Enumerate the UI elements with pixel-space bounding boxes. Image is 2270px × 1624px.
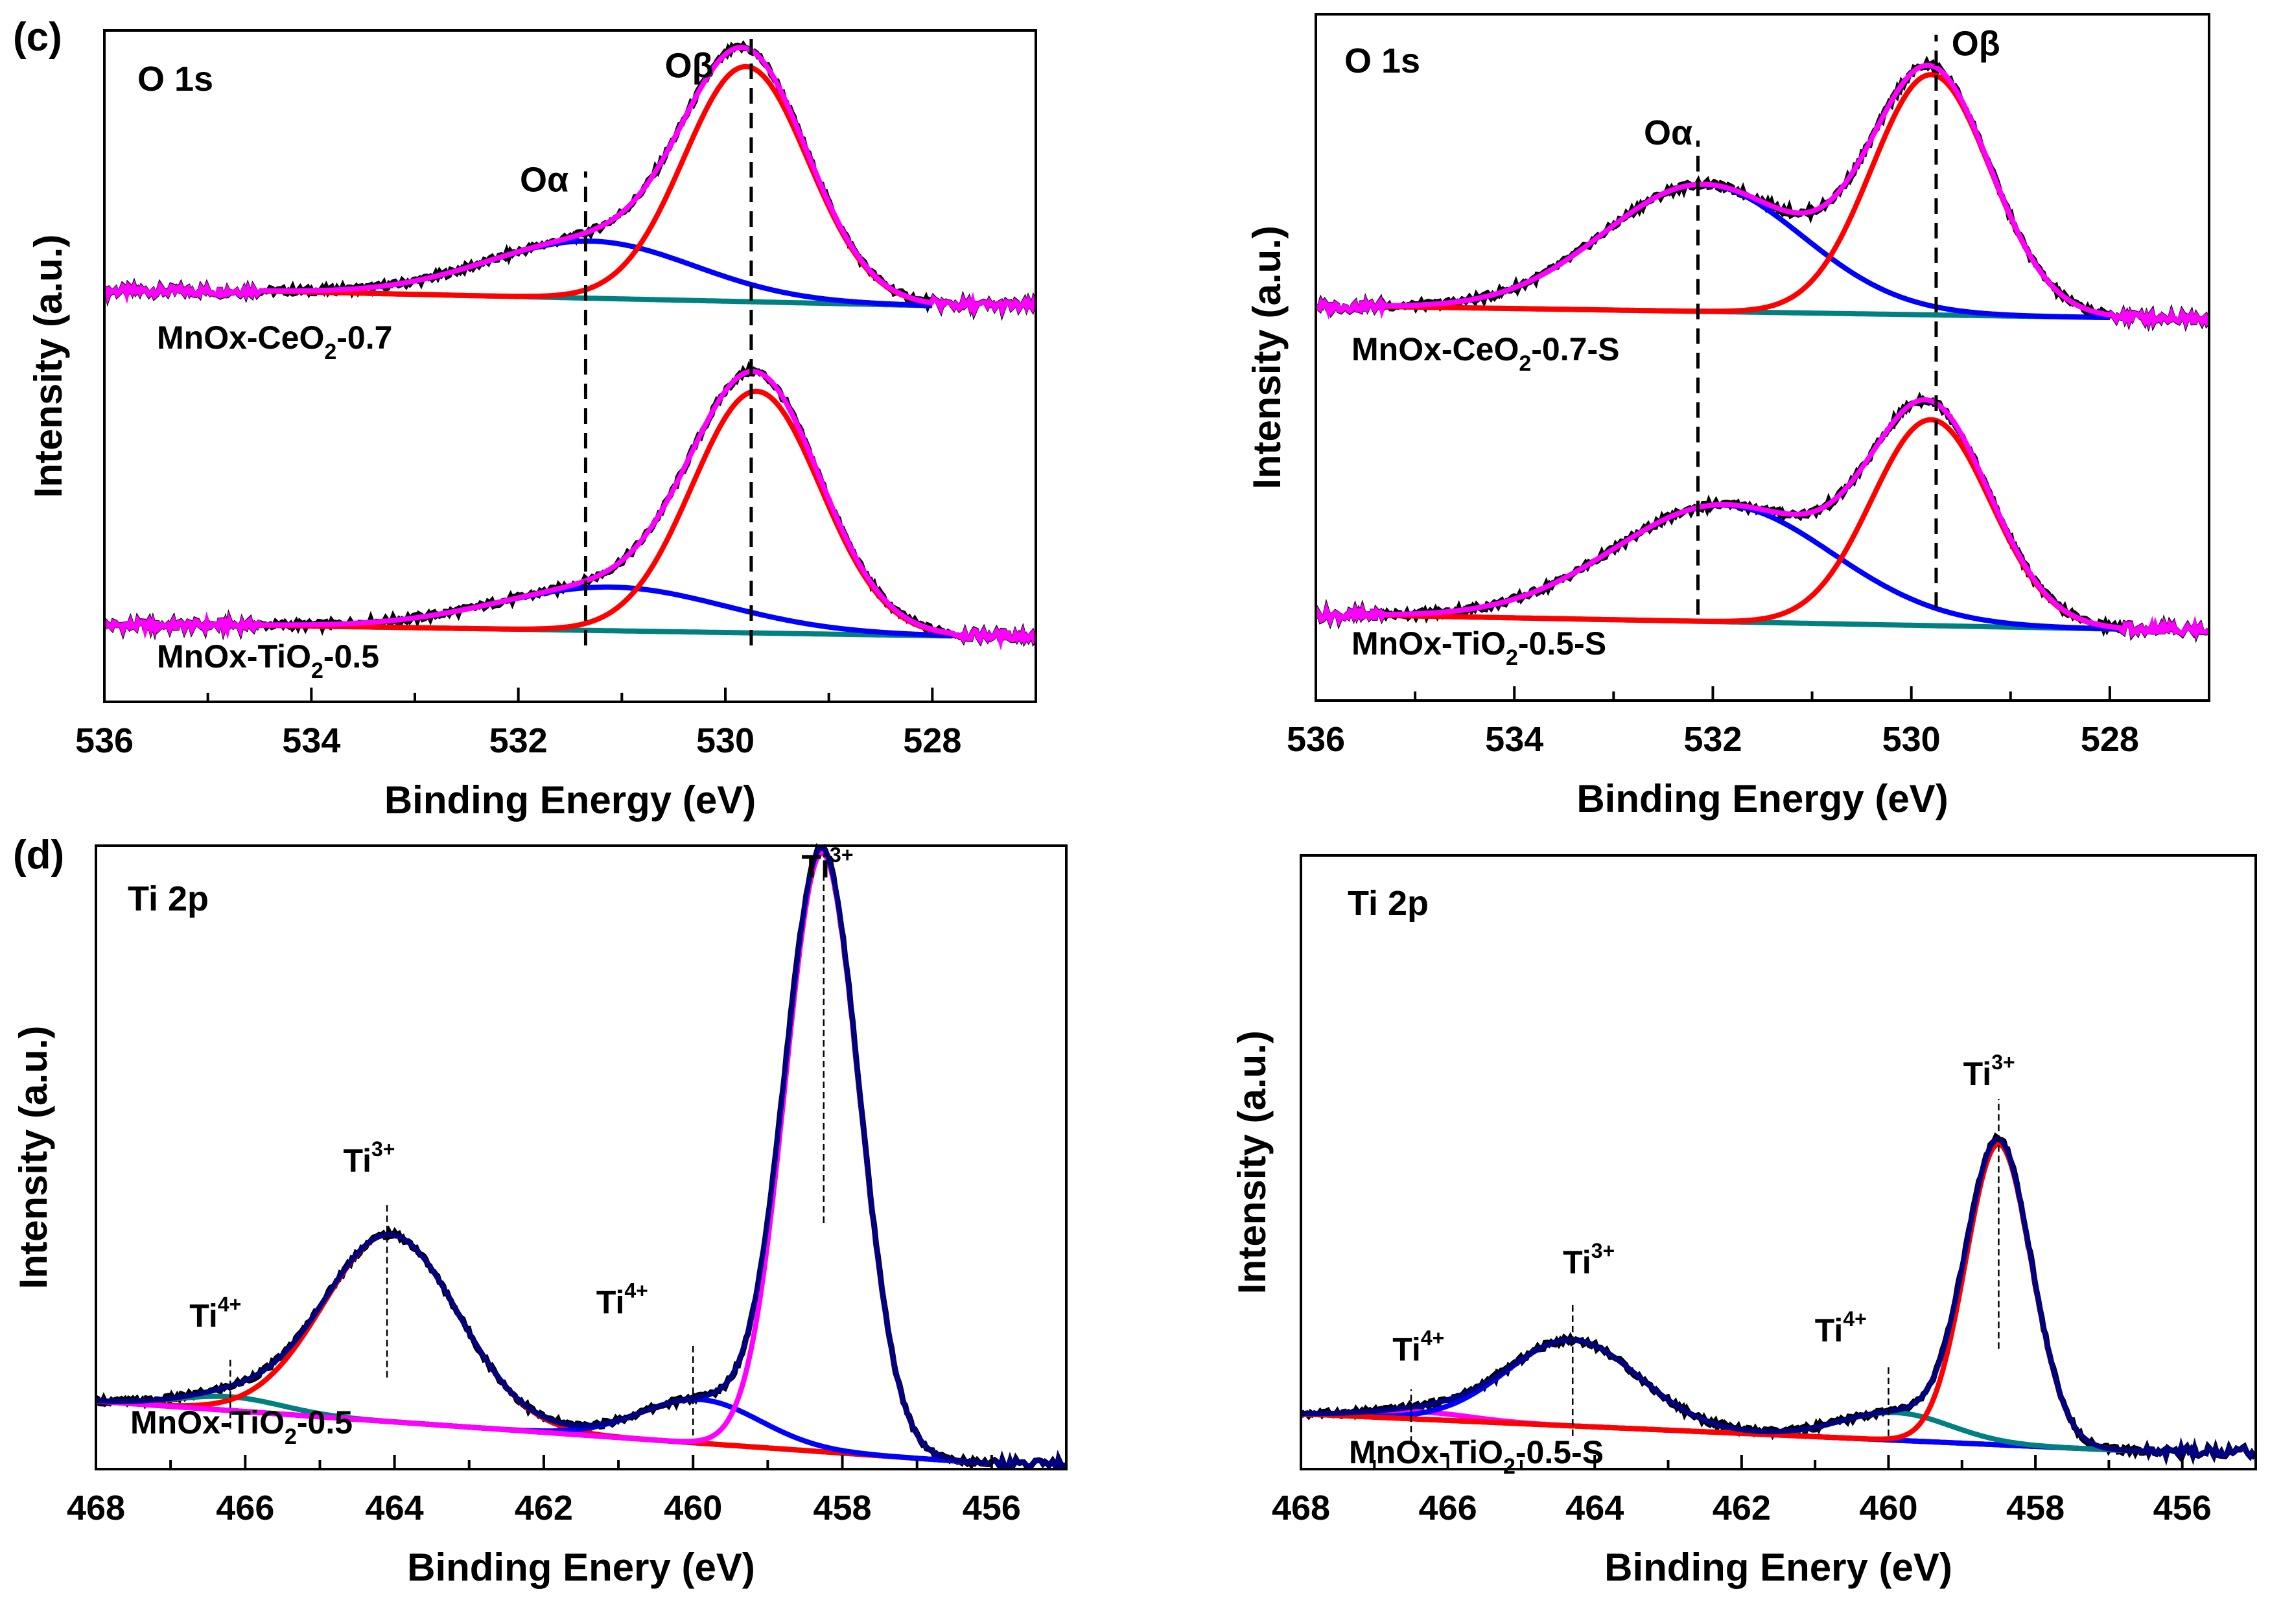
x-tick-label: 466 [1419,1489,1477,1527]
x-tick-label: 534 [282,721,340,760]
x-tick-label: 528 [903,721,961,760]
raw-data-line [104,360,1036,647]
chart-panel-4: MnOx-TiO2-0.5-S Ti4+ Ti3+ Ti4+ Ti3+ 468 466 464… [1230,854,2257,1589]
plot-area [104,40,1036,651]
chart-panel-2: MnOx-CeO2-0.7-S MnOx-TiO2-0.5-S Oα Oβ 536 534… [1245,13,2210,820]
chart-panel-3: MnOx-TiO2-0.5 Ti4+ Ti3+ Ti4+ Ti3+ 468 466 464 46… [12,843,1068,1589]
peak-label: Ti4+ [1815,1307,1867,1349]
fit-envelope-line [1316,397,2209,641]
y-axis-title: Intensity (a.u.) [1245,226,1289,489]
x-tick-label: 462 [515,1489,573,1527]
sample-label: MnOx-TiO2-0.5 [130,1404,353,1449]
fit-envelope-line [1301,1136,2256,1464]
peak-label: Oα [1644,113,1692,152]
spectrum-title: Ti 2p [1348,884,1429,923]
fit-envelope-line [104,45,1036,319]
y-axis-title: Intensity (a.u.) [27,235,70,498]
peak-label: Oβ [1952,25,2000,64]
raw-data-line [1316,391,2209,644]
fit-envelope-line [104,369,1036,651]
axes-frame [1300,854,2257,1470]
chart-panel-1: MnOx-CeO2-0.7 MnOx-TiO2-0.5 Oα Oβ 536 534 532 5… [27,29,1037,822]
sample-label: MnOx-TiO2-0.5-S [1349,1434,1604,1479]
x-tick-label: 462 [1713,1489,1771,1527]
plot-area [96,843,1066,1469]
axes-frame [103,29,1037,703]
fit-component-line [1385,417,2120,631]
fit-component-line [259,64,933,306]
sample-label: MnOx-TiO2-0.5 [157,638,379,683]
sample-label: MnOx-CeO2-0.7-S [1351,331,1619,376]
peak-label: Oβ [665,47,714,86]
peak-label: Ti3+ [1563,1239,1615,1281]
x-tick-label: 458 [2006,1489,2065,1527]
x-axis-title: Binding Energy (eV) [1576,777,1948,820]
x-tick-label: 530 [696,721,755,760]
x-tick-label: 468 [1272,1489,1330,1527]
peak-label: Ti4+ [1392,1326,1444,1367]
axes-frame [1315,13,2210,702]
x-tick-label: 528 [2081,720,2139,759]
x-axis-title: Binding Energy (eV) [384,778,756,822]
x-tick-label: 532 [1683,720,1742,759]
sample-label: MnOx-CeO2-0.7 [157,319,392,364]
x-axis-title: Binding Enery (eV) [407,1546,755,1589]
x-tick-label: 456 [963,1489,1021,1527]
peak-label: Ti3+ [801,843,853,885]
fit-envelope-line [96,844,1066,1469]
panel-label-c: (c) [13,15,62,60]
panel-label-d: (d) [13,833,64,877]
x-tick-label: 536 [1287,720,1345,759]
sample-label: MnOx-TiO2-0.5-S [1351,625,1606,670]
fit-envelope-line [1316,62,2209,330]
raw-data-line [96,843,1066,1469]
peak-label: Ti4+ [189,1293,241,1334]
axes-frame [95,844,1068,1470]
peak-label: Oα [520,161,568,200]
x-axis-title: Binding Enery (eV) [1604,1546,1952,1589]
peak-label: Ti3+ [1963,1050,2015,1092]
x-tick-label: 466 [216,1489,274,1527]
x-tick-label: 468 [67,1489,125,1527]
x-tick-label: 530 [1882,720,1941,759]
x-tick-label: 460 [1859,1489,1917,1527]
raw-data-line [1316,55,2209,332]
raw-data-line [104,40,1036,321]
x-tick-label: 460 [664,1489,722,1527]
peak-label: Ti4+ [596,1279,648,1321]
x-tick-label: 534 [1485,720,1543,759]
y-axis-title: Intensity (a.u.) [12,1026,55,1290]
x-tick-label: 464 [366,1489,424,1527]
x-tick-label: 536 [75,721,134,760]
plot-area [1316,55,2209,644]
peak-label: Ti3+ [343,1137,395,1179]
x-tick-label: 464 [1565,1489,1624,1527]
x-tick-label: 458 [813,1489,871,1527]
spectrum-title: Ti 2p [128,879,209,918]
spectrum-title: O 1s [1344,41,1420,80]
fit-component-line [1385,502,2120,632]
fit-component-line [259,388,954,637]
x-tick-label: 532 [489,721,548,760]
plot-area [1301,1132,2256,1466]
y-axis-title: Intensity (a.u.) [1230,1030,1274,1294]
spectrum-title: O 1s [137,60,213,99]
x-tick-label: 456 [2153,1489,2212,1527]
